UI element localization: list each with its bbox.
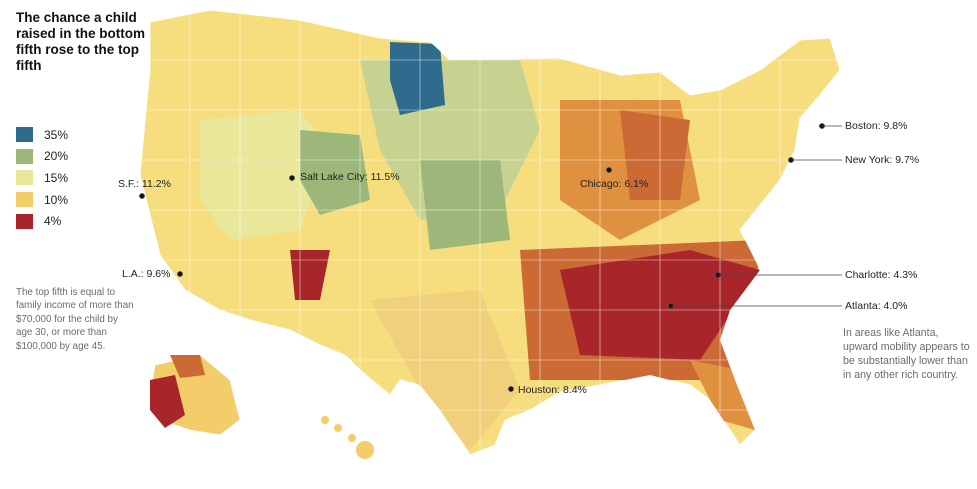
alaska (149, 354, 241, 436)
region-utah-green (300, 130, 370, 215)
legend-label: 35% (44, 127, 69, 142)
legend-label: 20% (44, 149, 69, 164)
legend-label: 4% (44, 214, 62, 229)
hawaii-island-4 (356, 441, 374, 459)
hawaii-island-2 (334, 424, 342, 432)
legend-item: 15% (16, 167, 68, 189)
legend: 35% 20% 15% 10% 4% (16, 124, 68, 232)
city-label-new-york: New York: 9.7% (845, 154, 920, 166)
atlanta-note: In areas like Atlanta, upward mobility a… (843, 327, 970, 381)
marker-houston (508, 386, 514, 392)
legend-item: 20% (16, 146, 68, 168)
city-label-boston: Boston: 9.8% (845, 120, 908, 132)
legend-swatch (16, 170, 33, 186)
marker-la (177, 271, 183, 277)
legend-item: 35% (16, 124, 68, 146)
income-note: The top fifth is equal to family income … (16, 287, 134, 352)
legend-swatch (16, 192, 33, 208)
alaska-orange-region (170, 355, 205, 378)
legend-label: 10% (44, 192, 69, 207)
mobility-regions (200, 42, 760, 450)
region-great-plains-green (420, 160, 510, 250)
legend-label: 15% (44, 170, 69, 185)
city-label-la: L.A.: 9.6% (122, 268, 171, 280)
city-label-sf: S.F.: 11.2% (118, 178, 171, 190)
city-label-charlotte: Charlotte: 4.3% (845, 269, 918, 281)
city-label-chicago: Chicago: 6.1% (580, 178, 649, 190)
contiguous-us (139, 9, 841, 456)
city-label-houston: Houston: 8.4% (518, 384, 587, 396)
marker-salt-lake-city (289, 175, 295, 181)
region-ohio-red (620, 110, 690, 200)
region-mountain-west (200, 110, 330, 240)
city-markers (139, 123, 842, 392)
legend-swatch (16, 148, 33, 164)
city-label-salt-lake-city: Salt Lake City: 11.5% (300, 171, 400, 183)
city-label-atlanta: Atlanta: 4.0% (845, 300, 908, 312)
legend-swatch (16, 127, 33, 143)
hawaii-island-3 (348, 434, 356, 442)
region-dakotas-blue (390, 42, 445, 115)
hawaii (321, 416, 374, 459)
legend-swatch (16, 213, 33, 229)
legend-item: 4% (16, 210, 68, 232)
marker-chicago (606, 167, 612, 173)
alaska-red-region (150, 375, 185, 428)
hawaii-island-1 (321, 416, 329, 424)
map-title: The chance a child raised in the bottom … (16, 10, 146, 73)
legend-item: 10% (16, 189, 68, 211)
marker-sf (139, 193, 145, 199)
